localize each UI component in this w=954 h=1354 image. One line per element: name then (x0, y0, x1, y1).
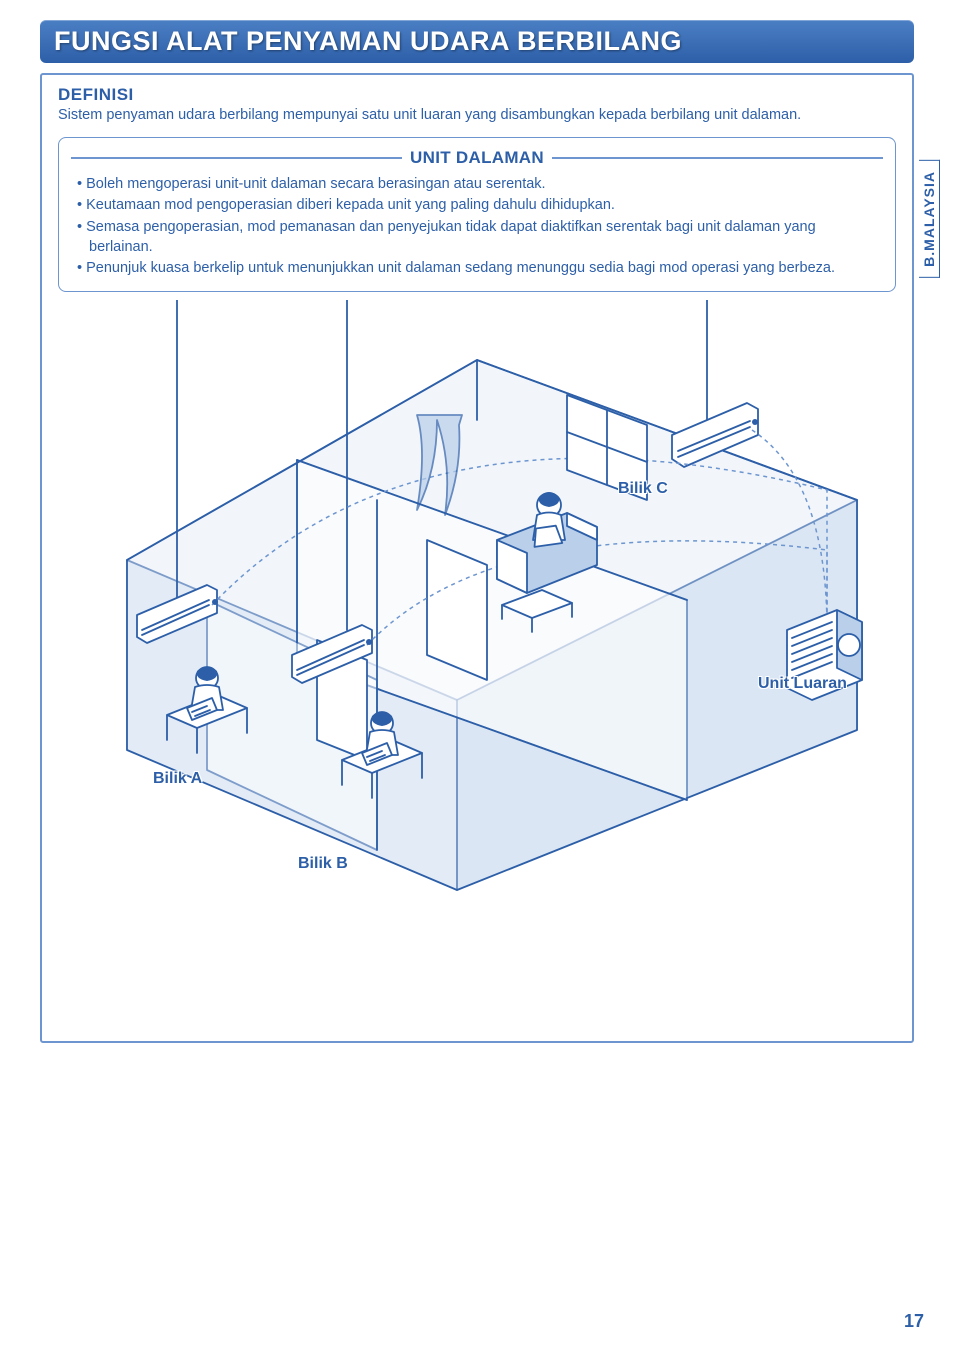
sub-header-row: UNIT DALAMAN (71, 148, 883, 168)
label-outdoor-unit: Unit Luaran (758, 675, 847, 693)
list-item: Semasa pengoperasian, mod pemanasan dan … (77, 217, 883, 258)
section-body: Sistem penyaman udara berbilang mempunya… (58, 107, 896, 123)
bullet-list: Boleh mengoperasi unit-unit dalaman seca… (71, 174, 883, 278)
diagram-svg: .st { stroke:#2d5fa8; stroke-width:1.8; … (58, 300, 896, 920)
rule-left (71, 157, 402, 159)
label-room-c: Bilik C (618, 480, 668, 498)
label-room-a: Bilik A (153, 770, 202, 788)
list-item: Penunjuk kuasa berkelip untuk menunjukka… (77, 258, 883, 278)
unit-dalaman-box: UNIT DALAMAN Boleh mengoperasi unit-unit… (58, 137, 896, 292)
page-title: FUNGSI ALAT PENYAMAN UDARA BERBILANG (54, 26, 900, 57)
title-banner: FUNGSI ALAT PENYAMAN UDARA BERBILANG (40, 20, 914, 63)
language-tab: B.MALAYSIA (919, 160, 940, 278)
list-item: Boleh mengoperasi unit-unit dalaman seca… (77, 174, 883, 194)
content-frame: DEFINISI Sistem penyaman udara berbilang… (40, 73, 914, 1043)
label-room-b: Bilik B (298, 855, 348, 873)
sub-header: UNIT DALAMAN (402, 148, 552, 168)
rule-right (552, 157, 883, 159)
page-number: 17 (904, 1311, 924, 1332)
list-item: Keutamaan mod pengoperasian diberi kepad… (77, 195, 883, 215)
section-heading: DEFINISI (58, 85, 896, 105)
room-diagram: .st { stroke:#2d5fa8; stroke-width:1.8; … (58, 300, 896, 920)
